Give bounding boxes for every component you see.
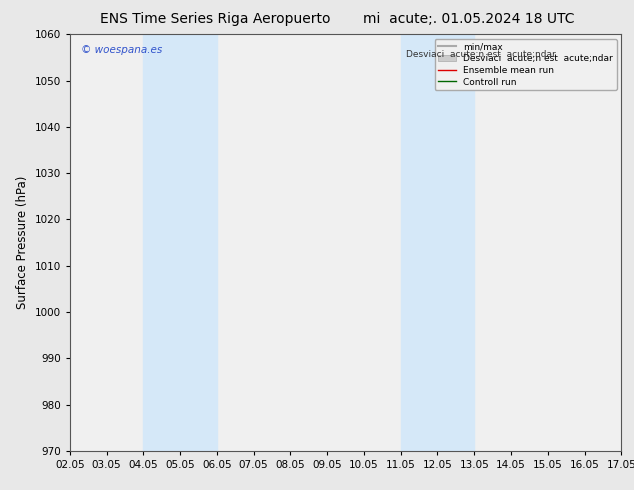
Text: Desviaci  acute;n est  acute;ndar: Desviaci acute;n est acute;ndar	[406, 50, 556, 59]
Text: © woespana.es: © woespana.es	[81, 45, 162, 55]
Y-axis label: Surface Pressure (hPa): Surface Pressure (hPa)	[16, 176, 29, 309]
Bar	[143, 34, 217, 451]
Bar	[401, 34, 474, 451]
Text: mi  acute;. 01.05.2024 18 UTC: mi acute;. 01.05.2024 18 UTC	[363, 12, 575, 26]
Text: ENS Time Series Riga Aeropuerto: ENS Time Series Riga Aeropuerto	[100, 12, 331, 26]
Legend: min/max, Desviaci  acute;n est  acute;ndar, Ensemble mean run, Controll run: min/max, Desviaci acute;n est acute;ndar…	[434, 39, 617, 90]
